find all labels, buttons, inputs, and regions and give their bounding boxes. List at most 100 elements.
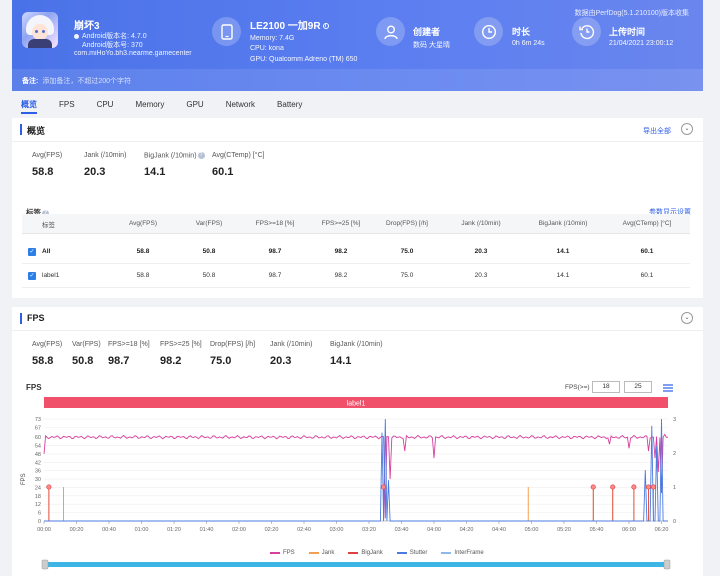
y-tick-label: 12 xyxy=(35,502,41,508)
note-input[interactable]: 添加备注，不超过200个字符 xyxy=(42,78,132,85)
col-tag: 标签 xyxy=(42,221,55,229)
checkbox-all[interactable]: ✓ xyxy=(28,247,36,256)
x-tick-label: 00:00 xyxy=(37,527,51,533)
x-tick-label: 00:20 xyxy=(70,527,84,533)
fps-stat-jank: Jank (/10min) 20.3 xyxy=(270,341,313,367)
x-tick-label: 03:00 xyxy=(330,527,344,533)
legend-fps-swatch xyxy=(270,552,280,554)
note-label: 备注: xyxy=(22,78,39,85)
upload-title: 上传时间 xyxy=(609,27,646,37)
overview-stat-jank: Jank (/10min) 20.3 xyxy=(84,152,127,178)
tab-overview[interactable]: 概览 xyxy=(21,99,37,114)
x-tick-label: 01:00 xyxy=(135,527,149,533)
col-bigjank: BigJank (/10min) xyxy=(538,220,588,227)
legend-interframe-swatch xyxy=(441,552,452,554)
threshold-input-1[interactable]: 18 xyxy=(592,381,620,393)
chart-legend: FPS Jank BigJank Stutter InterFrame xyxy=(270,550,498,556)
scroll-handle-left[interactable] xyxy=(41,559,49,570)
package-name: com.miHoYo.bh3.nearme.gamecenter xyxy=(74,50,192,57)
collapse-fps-button[interactable]: ⌄ xyxy=(681,312,693,324)
legend-bigjank[interactable]: BigJank xyxy=(348,550,383,556)
legend-jank[interactable]: Jank xyxy=(308,550,334,556)
fps-series-line xyxy=(43,433,669,519)
note-bar[interactable]: 备注: 添加备注，不超过200个字符 xyxy=(12,69,703,91)
overview-stat-bigjank: BigJank (/10min)? 14.1 xyxy=(144,152,205,178)
y-tick-label: 42 xyxy=(35,460,41,466)
app-icon xyxy=(22,12,58,48)
x-tick-label: 01:20 xyxy=(167,527,181,533)
duration-value: 0h 6m 24s xyxy=(512,40,545,47)
col-fps18: FPS>=18 [%] xyxy=(255,220,295,227)
x-tick-label: 02:00 xyxy=(232,527,246,533)
scroll-handle-right[interactable] xyxy=(663,559,671,570)
menu-icon[interactable] xyxy=(661,381,675,393)
fps-header: FPS ⌄ xyxy=(12,307,703,331)
y-tick-label: 18 xyxy=(35,494,41,500)
creator-value: 数码 大星晴 xyxy=(413,42,450,49)
bigjank-dot xyxy=(650,484,656,490)
timeline-scrollbar[interactable] xyxy=(44,562,668,567)
label-bar[interactable] xyxy=(44,397,668,408)
checkbox-label1[interactable]: ✓ xyxy=(28,271,36,280)
legend-interframe[interactable]: InterFrame xyxy=(441,550,484,556)
fps-stat-bigjank: BigJank (/10min) 14.1 xyxy=(330,341,383,367)
y-axis-label: FPS xyxy=(21,473,27,485)
bigjank-dot xyxy=(631,484,637,490)
legend-bigjank-swatch xyxy=(348,552,359,554)
col-ctemp: Avg(CTemp) [°C] xyxy=(622,220,672,227)
legend-stutter[interactable]: Stutter xyxy=(396,550,427,556)
y-tick-label: 48 xyxy=(35,452,41,458)
fps-stat-25: FPS>=25 [%] 98.2 xyxy=(160,341,202,367)
y-tick-label: 0 xyxy=(38,519,41,525)
bigjank-dot xyxy=(610,484,616,490)
table-row: ✓ label1 58.8 50.8 98.7 98.2 75.0 20.3 1… xyxy=(22,264,690,288)
report-header: 崩坏3 Android版本名: 4.7.0 Android版本号: 370 co… xyxy=(12,0,703,91)
app-build: Android版本号: 370 xyxy=(82,42,143,49)
threshold-label: FPS(>=) xyxy=(565,384,590,391)
threshold-input-2[interactable]: 25 xyxy=(624,381,652,393)
device-name: LE2100 一加9R i xyxy=(250,17,329,32)
x-tick-label: 05:20 xyxy=(557,527,571,533)
col-var-fps: Var(FPS) xyxy=(195,220,223,227)
tab-battery[interactable]: Battery xyxy=(277,99,303,109)
x-tick-label: 06:00 xyxy=(622,527,636,533)
device-cpu: CPU: kona xyxy=(250,45,284,52)
device-gpu: GPU: Qualcomm Adreno (TM) 650 xyxy=(250,56,358,63)
app-version: Android版本名: 4.7.0 xyxy=(74,31,147,41)
y-tick-label: 36 xyxy=(35,469,41,475)
col-drop: Drop(FPS) [/h] xyxy=(386,220,428,227)
help-icon: ? xyxy=(197,152,205,159)
export-all-link[interactable]: 导出全部 xyxy=(643,128,671,135)
legend-fps[interactable]: FPS xyxy=(270,550,295,556)
tab-memory[interactable]: Memory xyxy=(135,99,165,109)
tab-network[interactable]: Network xyxy=(225,99,256,109)
y2-tick-label: 2 xyxy=(673,451,676,457)
table-header-row: 标签 Avg(FPS) Var(FPS) FPS>=18 [%] FPS>=25… xyxy=(22,214,690,234)
fps-stat-var: Var(FPS) 50.8 xyxy=(72,341,101,367)
x-tick-label: 02:40 xyxy=(297,527,311,533)
fps-card: FPS ⌄ Avg(FPS) 58.8 Var(FPS) 50.8 FPS>=18 … xyxy=(12,307,703,576)
tab-gpu[interactable]: GPU xyxy=(186,99,204,109)
info-icon: i xyxy=(322,23,329,30)
overview-stat-ctemp: Avg(CTemp) [°C] 60.1 xyxy=(212,152,265,178)
tab-bar: 概览 FPS CPU Memory GPU Network Battery xyxy=(12,96,703,116)
bigjank-dot xyxy=(590,484,596,490)
collapse-overview-button[interactable]: ⌄ xyxy=(681,123,693,135)
chevron-down-icon: ⌄ xyxy=(684,126,690,132)
y-tick-label: 67 xyxy=(35,425,41,431)
fps-title: FPS xyxy=(27,313,45,323)
x-tick-label: 04:00 xyxy=(427,527,441,533)
stutter-series-line xyxy=(44,418,668,522)
y-tick-label: 24 xyxy=(35,485,41,491)
y-tick-label: 6 xyxy=(38,511,41,517)
overview-stat-avg-fps: Avg(FPS) 58.8 xyxy=(32,152,63,178)
upload-value: 21/04/2021 23:00:12 xyxy=(609,40,674,47)
bigjank-dot xyxy=(46,484,52,490)
app-name: 崩坏3 xyxy=(74,21,100,32)
tab-cpu[interactable]: CPU xyxy=(96,99,114,109)
param-settings-link[interactable]: 参数显示设置 xyxy=(649,209,691,216)
tab-fps[interactable]: FPS xyxy=(59,99,75,109)
x-tick-label: 03:20 xyxy=(362,527,376,533)
legend-jank-swatch xyxy=(308,552,319,554)
